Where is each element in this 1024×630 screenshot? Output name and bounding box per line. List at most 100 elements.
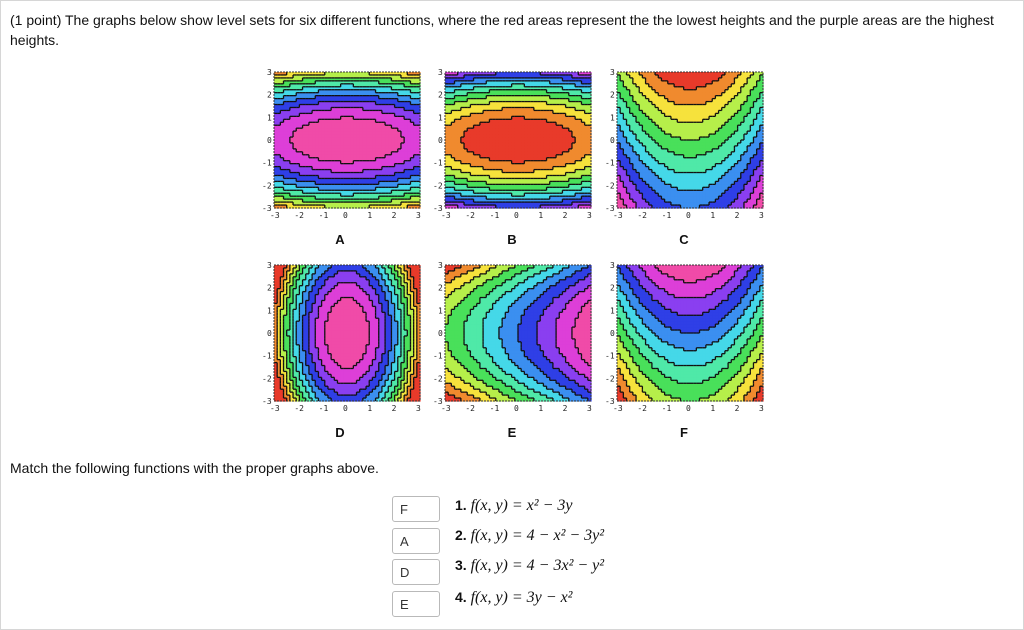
answer-input-1[interactable] (392, 496, 440, 522)
function-number: 4. (455, 589, 467, 605)
x-tick-label: -1 (490, 404, 500, 411)
y-tick-label: -3 (605, 204, 615, 213)
y-tick-label: 3 (438, 68, 443, 77)
y-tick-label: -1 (605, 352, 615, 361)
contour-plot-a: -3 -3 -2 -2 -1 -1 0 0 1 1 2 2 3 3 (262, 66, 424, 218)
x-tick-label: -3 (270, 404, 280, 411)
x-tick-label: 2 (392, 404, 397, 411)
y-tick-label: -2 (262, 181, 272, 190)
x-tick-label: 0 (343, 211, 348, 218)
y-tick-label: 1 (610, 306, 615, 315)
contour-lines (274, 265, 420, 401)
contour-lines (445, 265, 591, 401)
y-tick-label: -1 (262, 352, 272, 361)
x-tick-label: -3 (441, 404, 451, 411)
x-tick-label: 2 (735, 404, 740, 411)
function-expression: f(x, y) = 3y − x² (470, 589, 573, 606)
y-tick-label: 0 (267, 136, 272, 145)
x-tick-label: 1 (710, 211, 715, 218)
x-tick-label: 3 (759, 404, 764, 411)
contour-plot-d: -3 -3 -2 -2 -1 -1 0 0 1 1 2 2 3 3 (262, 259, 424, 411)
contour-fill (617, 72, 764, 209)
y-tick-label: -1 (605, 159, 615, 168)
function-expression: f(x, y) = 4 − x² − 3y² (470, 527, 605, 544)
function-row-3: 3. f(x, y) = 4 − 3x² − y² (455, 557, 604, 575)
y-tick-label: -3 (433, 204, 443, 213)
function-expression: f(x, y) = x² − 3y (470, 497, 573, 514)
x-tick-label: -3 (270, 211, 280, 218)
y-tick-label: 2 (438, 284, 443, 293)
x-tick-label: -1 (490, 211, 500, 218)
x-tick-label: -1 (319, 404, 329, 411)
contour-plot-f: -3 -3 -2 -2 -1 -1 0 0 1 1 2 2 3 3 (605, 259, 767, 411)
y-tick-label: 0 (610, 136, 615, 145)
x-tick-label: 3 (759, 211, 764, 218)
y-tick-label: -3 (605, 397, 615, 406)
contour-fill (445, 265, 592, 402)
contour-lines (617, 265, 763, 401)
y-tick-label: -3 (433, 397, 443, 406)
y-tick-label: 3 (610, 261, 615, 270)
y-tick-label: 2 (267, 91, 272, 100)
y-tick-label: 2 (610, 91, 615, 100)
x-tick-label: 3 (587, 211, 592, 218)
x-tick-label: -1 (662, 404, 672, 411)
x-tick-label: -3 (441, 211, 451, 218)
function-number: 1. (455, 497, 467, 513)
y-tick-label: -3 (262, 204, 272, 213)
plot-label-f: F (680, 425, 688, 440)
x-tick-label: -2 (294, 211, 304, 218)
x-tick-label: 1 (367, 404, 372, 411)
function-number: 2. (455, 527, 467, 543)
answer-input-4[interactable] (392, 591, 440, 617)
x-tick-label: -2 (294, 404, 304, 411)
plot-label-a: A (335, 232, 345, 247)
y-tick-label: 2 (438, 91, 443, 100)
x-tick-label: -3 (613, 211, 623, 218)
x-tick-label: -2 (637, 211, 647, 218)
function-row-4: 4. f(x, y) = 3y − x² (455, 589, 572, 607)
function-expression: f(x, y) = 4 − 3x² − y² (470, 557, 605, 574)
y-tick-label: 0 (610, 329, 615, 338)
contour-plot-e: -3 -3 -2 -2 -1 -1 0 0 1 1 2 2 3 3 (433, 259, 595, 411)
y-tick-label: -3 (262, 397, 272, 406)
x-tick-label: 2 (563, 404, 568, 411)
y-tick-label: 0 (438, 136, 443, 145)
x-tick-label: 0 (686, 404, 691, 411)
x-tick-label: 3 (416, 404, 421, 411)
plot-label-b: B (507, 232, 517, 247)
contour-fill (445, 72, 592, 209)
y-tick-label: 3 (267, 261, 272, 270)
answer-input-2[interactable] (392, 528, 440, 554)
x-tick-label: 0 (686, 211, 691, 218)
plot-label-c: C (679, 232, 689, 247)
function-row-2: 2. f(x, y) = 4 − x² − 3y² (455, 527, 604, 545)
plot-frame (273, 264, 421, 402)
y-tick-label: 1 (267, 306, 272, 315)
x-tick-label: -2 (637, 404, 647, 411)
contour-fill (274, 265, 421, 402)
plot-frame (616, 264, 764, 402)
y-tick-label: 1 (610, 113, 615, 122)
x-tick-label: 2 (563, 211, 568, 218)
y-tick-label: 0 (267, 329, 272, 338)
y-tick-label: -2 (262, 374, 272, 383)
x-tick-label: 1 (367, 211, 372, 218)
y-tick-label: -2 (433, 374, 443, 383)
contour-fill (617, 265, 764, 402)
y-tick-label: 3 (610, 68, 615, 77)
match-instruction: Match the following functions with the p… (10, 460, 379, 476)
plot-frame (444, 264, 592, 402)
x-tick-label: 3 (587, 404, 592, 411)
x-tick-label: 0 (514, 404, 519, 411)
x-tick-label: -2 (465, 211, 475, 218)
y-tick-label: 3 (267, 68, 272, 77)
answer-input-3[interactable] (392, 559, 440, 585)
x-tick-label: 0 (343, 404, 348, 411)
x-tick-label: -2 (465, 404, 475, 411)
y-tick-label: -2 (433, 181, 443, 190)
y-tick-label: -1 (262, 159, 272, 168)
y-tick-label: -2 (605, 374, 615, 383)
contour-lines (445, 72, 591, 208)
y-tick-label: -2 (605, 181, 615, 190)
